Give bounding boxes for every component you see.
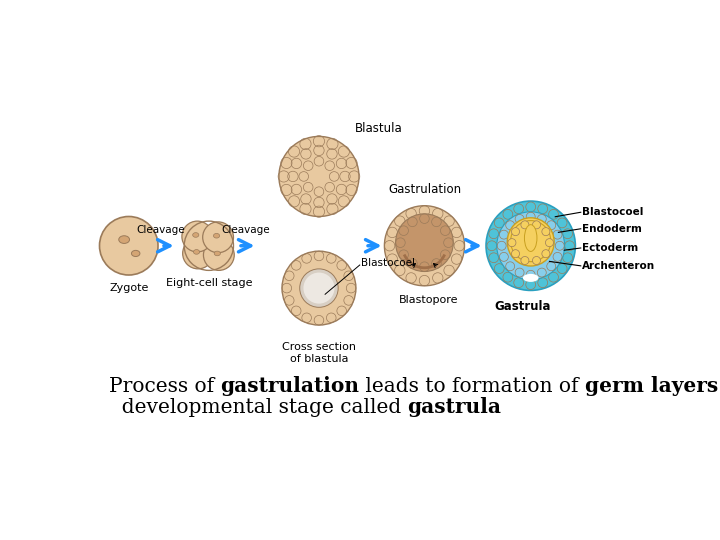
Circle shape <box>521 256 529 265</box>
Text: Blastula: Blastula <box>355 122 403 135</box>
Circle shape <box>204 240 234 271</box>
Text: Process of: Process of <box>109 377 220 396</box>
Circle shape <box>384 206 464 286</box>
Ellipse shape <box>510 220 551 262</box>
Circle shape <box>533 221 541 229</box>
Ellipse shape <box>215 251 220 256</box>
Circle shape <box>486 201 575 291</box>
Ellipse shape <box>194 249 199 254</box>
Text: developmental stage called: developmental stage called <box>109 398 408 417</box>
Text: Endoderm: Endoderm <box>582 224 642 234</box>
Ellipse shape <box>213 233 220 238</box>
Ellipse shape <box>524 225 537 252</box>
Circle shape <box>533 256 541 265</box>
Circle shape <box>542 228 550 235</box>
Text: gastrula: gastrula <box>408 397 501 417</box>
Text: Ectoderm: Ectoderm <box>582 243 639 253</box>
Text: Cleavage: Cleavage <box>137 225 186 235</box>
Text: Zygote: Zygote <box>109 283 148 293</box>
Text: Blastocoel: Blastocoel <box>361 259 415 268</box>
Circle shape <box>300 269 338 307</box>
Circle shape <box>182 221 212 252</box>
Circle shape <box>497 212 564 280</box>
Circle shape <box>511 249 520 258</box>
Circle shape <box>521 221 529 229</box>
Text: Cleavage: Cleavage <box>222 225 270 235</box>
Circle shape <box>508 239 516 247</box>
Text: Cross section
of blastula: Cross section of blastula <box>282 342 356 363</box>
Ellipse shape <box>119 236 130 244</box>
Circle shape <box>183 238 213 269</box>
Circle shape <box>303 273 335 303</box>
Circle shape <box>99 217 158 275</box>
Ellipse shape <box>132 251 140 256</box>
Circle shape <box>279 137 359 217</box>
Circle shape <box>542 249 550 258</box>
Circle shape <box>511 228 520 235</box>
Circle shape <box>282 251 356 325</box>
Ellipse shape <box>523 274 539 282</box>
Circle shape <box>546 239 554 247</box>
Text: &: & <box>719 377 720 396</box>
Text: germ layers: germ layers <box>585 376 719 396</box>
Ellipse shape <box>508 218 554 266</box>
Circle shape <box>203 222 233 253</box>
Text: leads to formation of: leads to formation of <box>359 377 585 396</box>
Text: Blastocoel: Blastocoel <box>582 207 644 217</box>
Ellipse shape <box>193 233 199 237</box>
Text: Eight-cell stage: Eight-cell stage <box>166 278 252 288</box>
Text: Gastrulation: Gastrulation <box>388 184 461 197</box>
Text: Blastopore: Blastopore <box>399 295 458 305</box>
Text: gastrulation: gastrulation <box>220 376 359 396</box>
Text: Archenteron: Archenteron <box>582 261 655 271</box>
Circle shape <box>395 214 454 272</box>
Text: Gastrula: Gastrula <box>495 300 552 313</box>
